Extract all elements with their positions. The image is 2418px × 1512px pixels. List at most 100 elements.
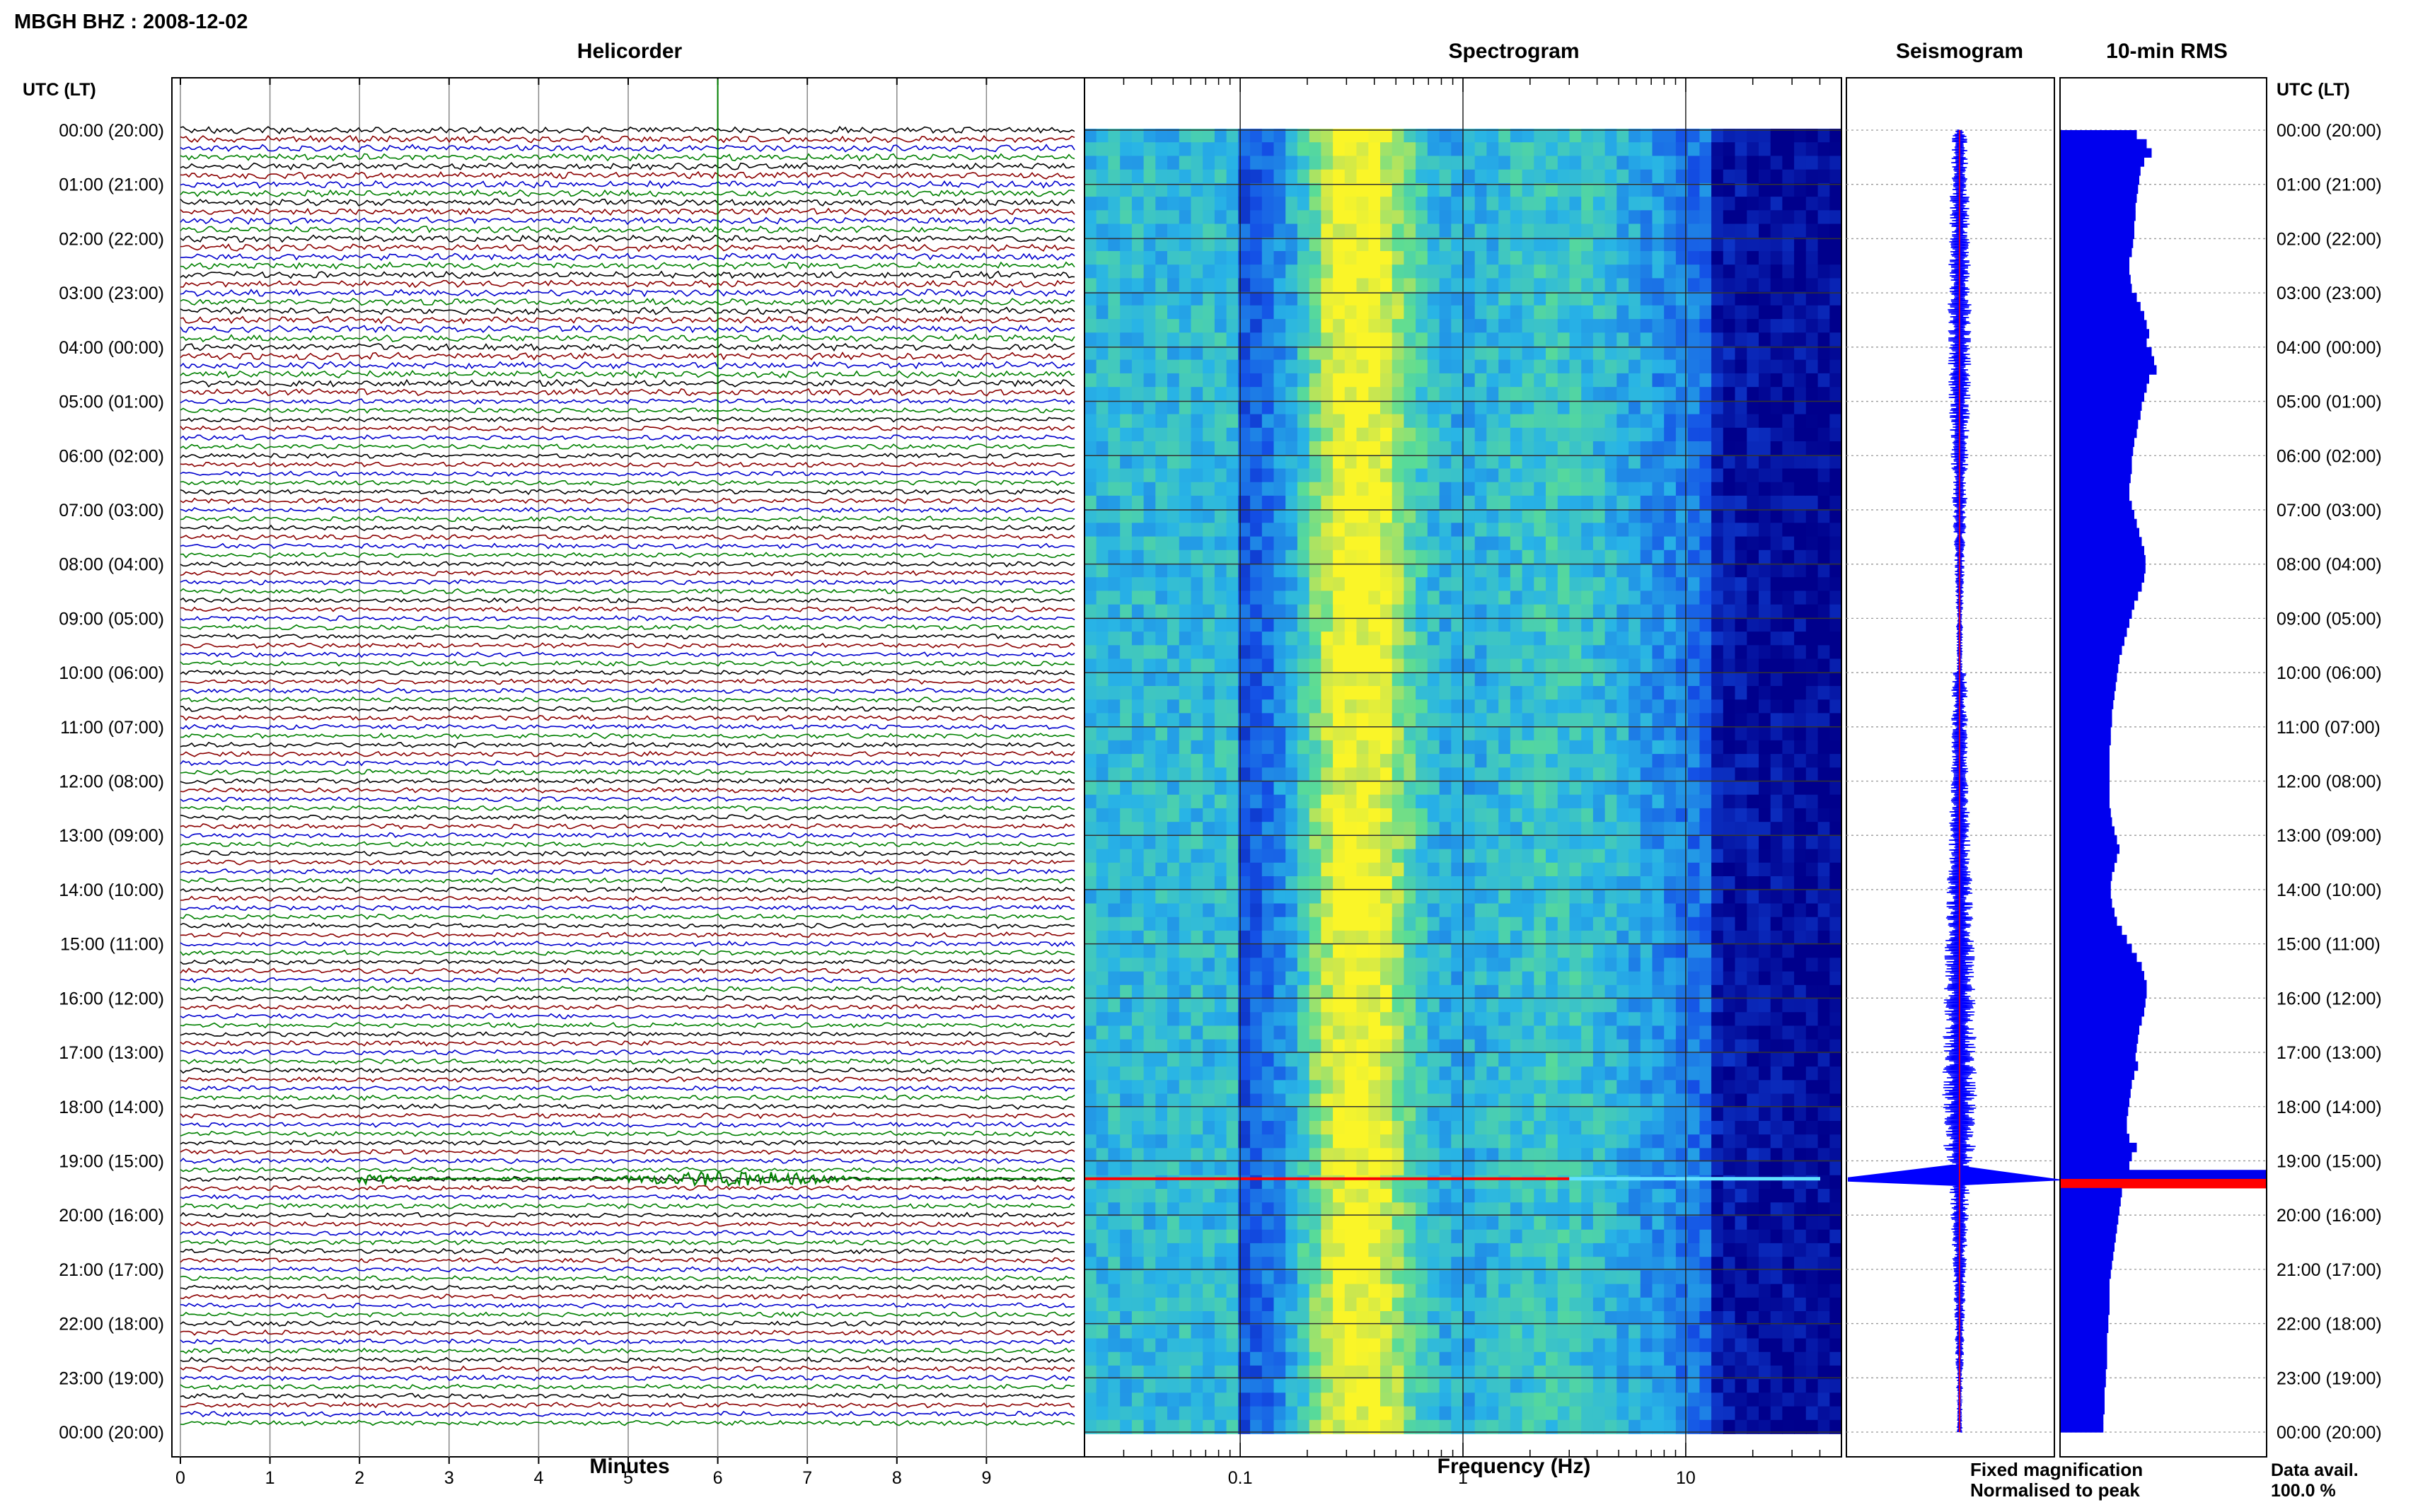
spectrogram-cell [1108,182,1121,197]
spectrogram-cell [1451,468,1464,483]
spectrogram-cell [1356,509,1369,524]
spectrogram-cell [1120,699,1133,714]
spectrogram-cell [1250,359,1263,374]
spectrogram-cell [1629,1052,1641,1067]
spectrogram-cell [1522,536,1535,551]
spectrogram-cell [1321,264,1334,279]
spectrogram-cell [1522,577,1535,592]
spectrogram-cell [1557,1284,1570,1298]
spectrogram-cell [1096,427,1109,442]
spectrogram-cell [1261,903,1275,918]
spectrogram-cell [1321,523,1334,537]
spectrogram-cell [1321,400,1334,415]
spectrogram-cell [1546,1419,1558,1434]
spectrogram-cell [1664,1080,1677,1095]
spectrogram-cell [1474,1052,1488,1067]
spectrogram-cell [1368,794,1381,809]
spectrogram-cell [1238,564,1251,578]
spectrogram-cell [1498,1325,1511,1339]
spectrogram-cell [1486,278,1499,293]
spectrogram-cell [1451,890,1464,905]
spectrogram-cell [1155,958,1168,972]
spectrogram-cell [1569,1365,1582,1380]
spectrogram-cell [1652,387,1665,402]
spectrogram-cell [1203,713,1215,728]
spectrogram-cell [1640,740,1653,755]
spectrogram-cell [1356,169,1369,184]
spectrogram-cell [1427,455,1440,470]
spectrogram-cell [1155,564,1168,578]
spectrogram-cell [1439,1406,1452,1421]
spectrogram-cell [1404,156,1416,170]
helicorder-trace [180,452,1075,459]
spectrogram-cell [1392,1257,1405,1272]
helicorder-trace [180,723,1075,731]
spectrogram-cell [1179,754,1192,769]
helicorder-trace [180,216,1075,226]
spectrogram-cell [1664,536,1677,551]
spectrogram-cell [1629,291,1641,306]
spectrogram-cell [1321,319,1334,334]
spectrogram-cell [1297,223,1310,238]
spectrogram-cell [1498,182,1511,197]
spectrogram-cell [1392,237,1405,252]
spectrogram-cell [1652,645,1665,660]
spectrogram-cell [1404,291,1416,306]
spectrogram-cell [1238,1025,1251,1040]
spectrogram-cell [1404,414,1416,429]
spectrogram-cell [1392,1134,1405,1149]
spectrogram-cell [1439,359,1452,374]
spectrogram-cell [1427,1284,1440,1298]
spectrogram-cell [1238,156,1251,170]
spectrogram-cell [1546,210,1558,225]
spectrogram-cell [1486,822,1499,837]
spectrogram-cell [1629,523,1641,537]
spectrogram-cell [1581,549,1594,564]
spectrogram-cell [1486,971,1499,986]
spectrogram-cell [1439,903,1452,918]
spectrogram-cell [1131,251,1145,265]
spectrogram-cell [1120,1243,1133,1257]
spectrogram-cell [1629,1365,1641,1380]
spectrogram-cell [1356,740,1369,755]
spectrogram-cell [1179,1284,1192,1298]
spectrogram-cell [1380,645,1393,660]
spectrogram-cell [1404,876,1416,890]
spectrogram-cell [1581,441,1594,455]
spectrogram-cell [1297,441,1310,455]
spectrogram-cell [1664,1325,1677,1339]
spectrogram-cell [1451,903,1464,918]
spectrogram-cell [1486,862,1499,877]
helicorder-trace [180,243,1075,252]
spectrogram-cell [1557,305,1570,320]
spectrogram-cell [1084,632,1097,646]
spectrogram-cell [1333,1379,1346,1394]
spectrogram-cell [1546,400,1558,415]
spectrogram-cell [1451,1406,1464,1421]
spectrogram-cell [1214,1012,1227,1027]
spectrogram-cell [1486,1379,1499,1394]
spectrogram-cell [1463,468,1476,483]
spectrogram-cell [1084,849,1097,863]
spectrogram-cell [1416,726,1428,741]
spectrogram-cell [1451,210,1464,225]
spectrogram-cell [1167,332,1180,347]
spectrogram-cell [1629,917,1641,931]
spectrogram-cell [1344,726,1358,741]
spectrogram-cell [1510,577,1523,592]
spectrogram-cell [1451,1107,1464,1122]
spectrogram-cell [1108,264,1121,279]
spectrogram-cell [1238,1351,1251,1366]
spectrogram-cell [1557,1338,1570,1353]
spectrogram-cell [1522,387,1535,402]
spectrogram-cell [1368,1338,1381,1353]
spectrogram-cell [1427,890,1440,905]
spectrogram-cell [1581,658,1594,673]
spectrogram-cell [1581,523,1594,537]
spectrogram-cell [1474,223,1488,238]
spectrogram-cell [1120,944,1133,959]
spectrogram-cell [1368,427,1381,442]
spectrogram-cell [1463,1325,1476,1339]
spectrogram-cell [1380,509,1393,524]
spectrogram-cell [1226,1419,1239,1434]
